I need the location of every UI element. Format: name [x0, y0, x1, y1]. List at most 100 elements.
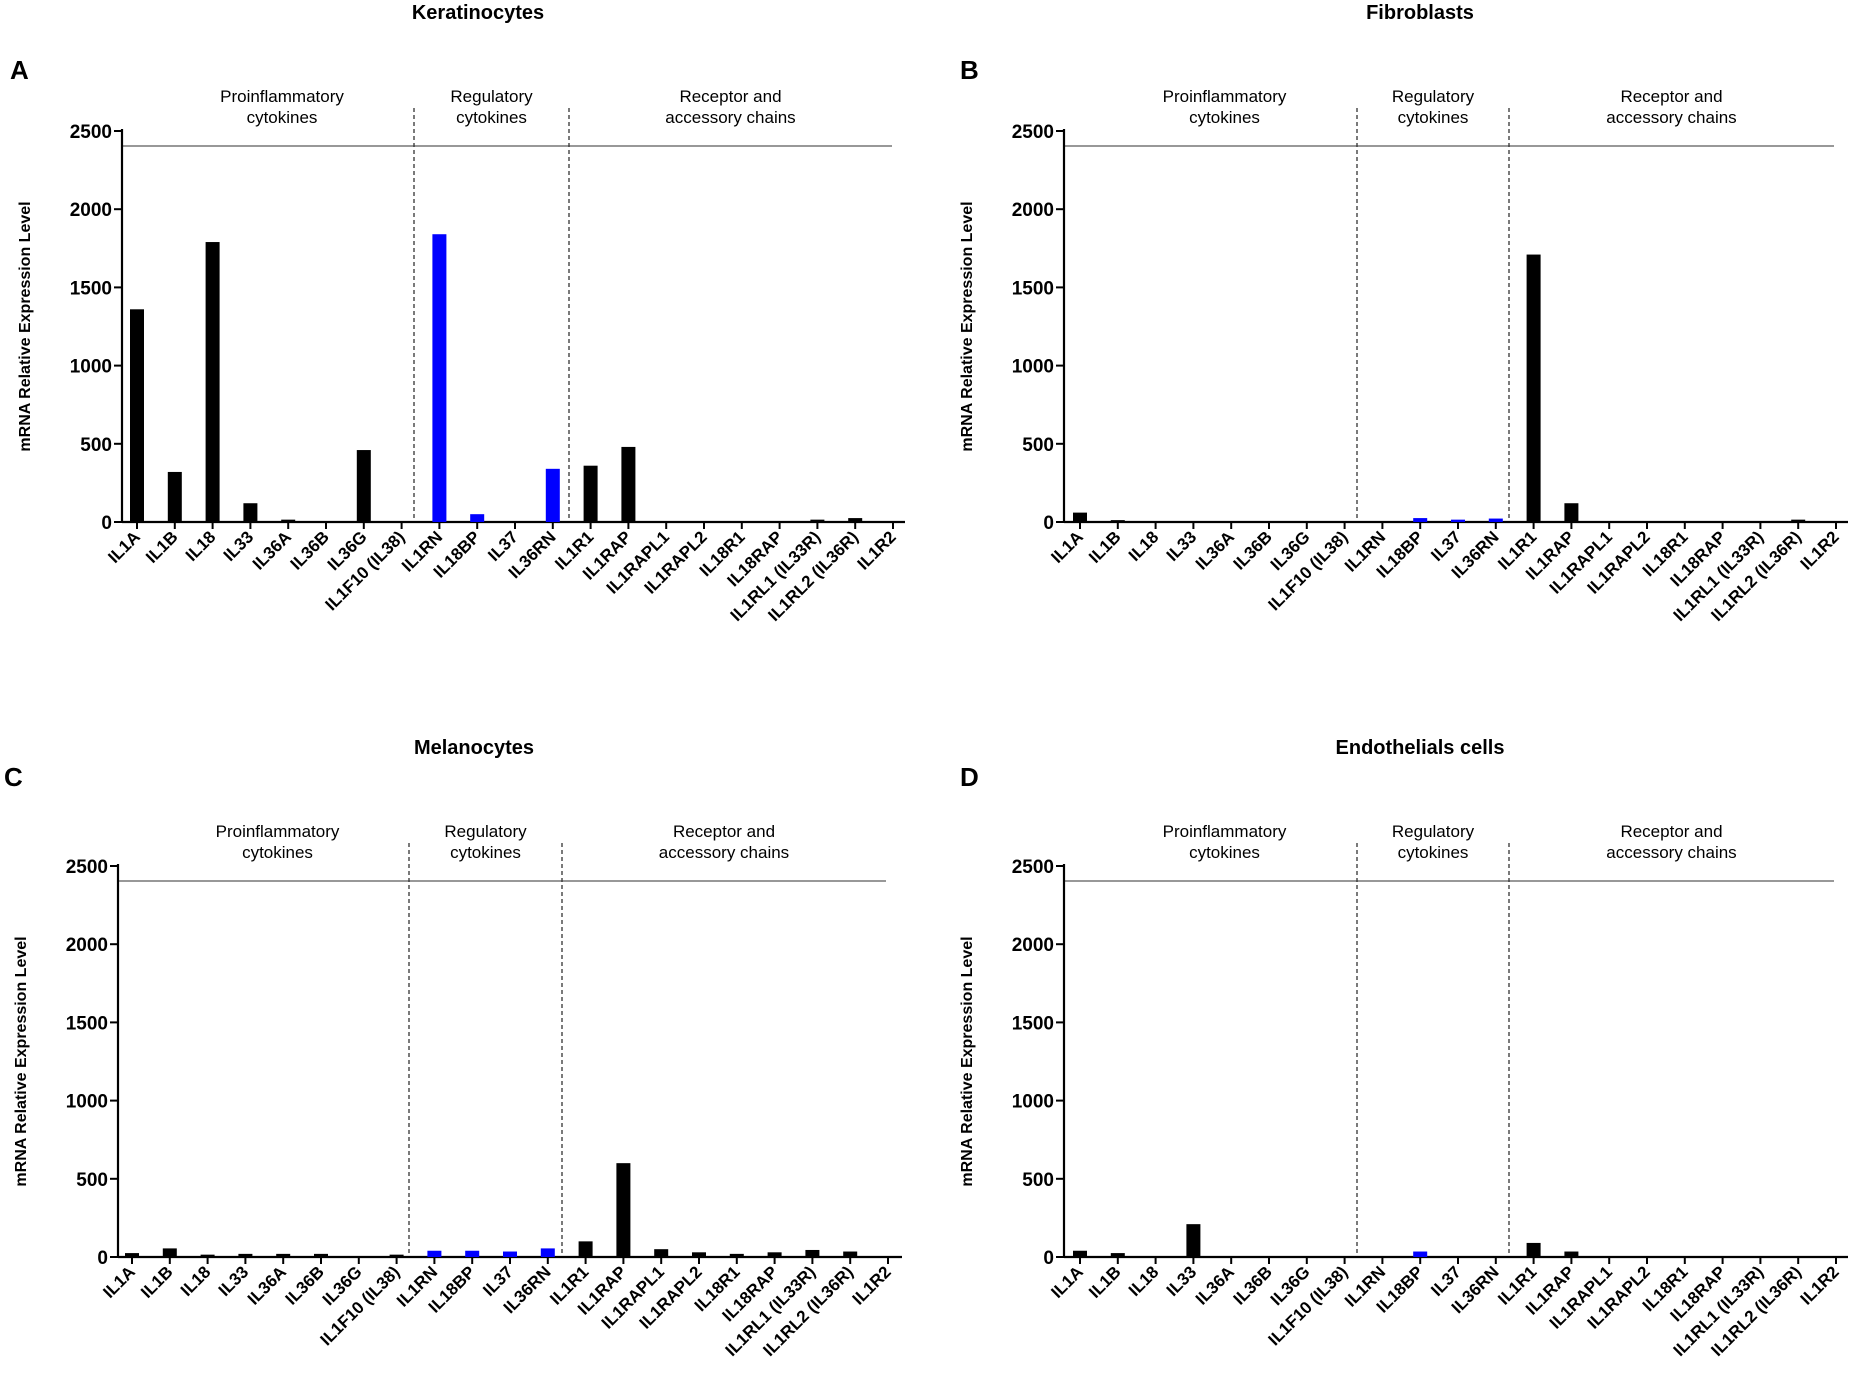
x-tick-label-il1r2: IL1R2: [849, 1262, 895, 1308]
x-tick-label-il18: IL18: [1125, 1262, 1162, 1299]
group-label-receptor: Receptor and: [673, 822, 775, 841]
bar-il1a: [1073, 512, 1087, 522]
bar-il37: [503, 1251, 517, 1257]
y-tick-label: 1000: [1012, 357, 1054, 378]
group-label-regulatory: Regulatory: [1392, 87, 1475, 106]
bar-il1rl2-il36r: [843, 1251, 858, 1257]
bar-il1rap: [1564, 503, 1579, 522]
y-axis-label: mRNA Relative Expression Level: [959, 936, 976, 1186]
y-axis-label: mRNA Relative Expression Level: [959, 201, 976, 451]
y-tick-label: 2500: [1012, 857, 1054, 878]
y-tick-label: 1500: [1012, 278, 1054, 299]
bar-il1f10-il38: [389, 1254, 404, 1257]
y-tick-label: 0: [97, 1248, 108, 1269]
y-tick-label: 1500: [66, 1013, 108, 1034]
y-tick-label: 0: [1043, 513, 1054, 534]
bar-il1rl1-il33r: [810, 519, 825, 522]
group-label-proinflammatory: Proinflammatory: [216, 822, 340, 841]
x-tick-label-il36b: IL36B: [1230, 527, 1276, 573]
group-label-receptor: accessory chains: [1606, 843, 1736, 862]
bar-il37: [1451, 519, 1465, 522]
y-tick-label: 2000: [1012, 935, 1054, 956]
x-tick-label-il1r2: IL1R2: [854, 527, 900, 573]
bar-il18bp: [1413, 1251, 1428, 1257]
y-tick-label: 1500: [70, 278, 112, 299]
bar-il36rn: [1488, 518, 1503, 522]
group-label-receptor: accessory chains: [659, 843, 789, 862]
x-tick-label-il36a: IL36A: [244, 1262, 290, 1308]
y-tick-label: 1000: [1012, 1092, 1054, 1113]
x-tick-label-il18: IL18: [177, 1262, 214, 1299]
x-tick-label-il36b: IL36B: [287, 527, 333, 573]
bar-il36a: [276, 1253, 291, 1257]
bar-il1rapl2: [692, 1252, 706, 1257]
x-tick-label-il36b: IL36B: [282, 1262, 328, 1308]
bar-il1b: [1110, 1253, 1125, 1257]
bar-il18r1: [729, 1253, 744, 1257]
bar-il33: [243, 503, 258, 522]
y-tick-label: 1500: [1012, 1013, 1054, 1034]
bar-il18bp: [1413, 518, 1428, 522]
x-tick-label-il1r2: IL1R2: [1797, 527, 1843, 573]
y-tick-label: 2000: [66, 935, 108, 956]
y-tick-label: 2000: [1012, 200, 1054, 221]
bar-il1a: [1073, 1250, 1087, 1257]
bar-il1rap: [1564, 1251, 1579, 1257]
bar-il1b: [1110, 520, 1125, 522]
x-tick-label-il1b: IL1B: [142, 527, 181, 566]
bar-il1rl2-il36r: [848, 518, 863, 522]
y-tick-label: 500: [76, 1170, 108, 1191]
y-tick-label: 500: [1022, 1170, 1054, 1191]
y-tick-label: 500: [1022, 435, 1054, 456]
bar-il1b: [167, 471, 182, 522]
bar-il1rl2-il36r: [1791, 519, 1806, 522]
group-label-proinflammatory: cytokines: [242, 843, 313, 862]
bar-il18: [200, 1254, 215, 1257]
bar-il1a: [125, 1253, 139, 1257]
bar-il18bp: [465, 1250, 480, 1257]
bar-il1rap: [616, 1163, 631, 1257]
y-tick-label: 500: [80, 435, 112, 456]
y-tick-label: 0: [1043, 1248, 1054, 1269]
group-label-regulatory: cytokines: [1398, 843, 1469, 862]
x-tick-label-il1b: IL1B: [1085, 527, 1124, 566]
bar-il1a: [130, 309, 144, 522]
x-tick-label-il36a: IL36A: [249, 527, 295, 573]
x-tick-label-il1r2: IL1R2: [1797, 1262, 1843, 1308]
bar-il1rapl1: [654, 1249, 669, 1257]
bar-il1b: [162, 1248, 177, 1257]
group-label-proinflammatory: Proinflammatory: [220, 87, 344, 106]
group-label-regulatory: Regulatory: [444, 822, 527, 841]
x-tick-label-il36a: IL36A: [1192, 1262, 1238, 1308]
group-label-proinflammatory: Proinflammatory: [1163, 822, 1287, 841]
group-label-receptor: accessory chains: [665, 108, 795, 127]
bar-il33: [238, 1253, 253, 1257]
bar-il36rn: [545, 468, 560, 522]
group-label-receptor: Receptor and: [1620, 87, 1722, 106]
group-label-regulatory: Regulatory: [1392, 822, 1475, 841]
group-label-receptor: accessory chains: [1606, 108, 1736, 127]
y-tick-label: 2500: [1012, 122, 1054, 143]
bar-il18rap: [767, 1252, 782, 1257]
chart-title: Fibroblasts: [1366, 2, 1474, 24]
bar-il1r1: [1526, 254, 1541, 522]
y-tick-label: 2000: [70, 200, 112, 221]
bar-il1r1: [583, 465, 598, 522]
bar-il1r1: [578, 1241, 593, 1257]
group-label-receptor: Receptor and: [1620, 822, 1722, 841]
bar-il1rl1-il33r: [805, 1249, 820, 1257]
y-tick-label: 0: [101, 513, 112, 534]
group-label-regulatory: cytokines: [1398, 108, 1469, 127]
bar-il1rn: [427, 1250, 442, 1257]
y-tick-label: 1000: [66, 1092, 108, 1113]
group-label-receptor: Receptor and: [679, 87, 781, 106]
bar-il33: [1186, 1224, 1201, 1257]
bar-il36g: [356, 450, 371, 522]
x-tick-label-il18: IL18: [182, 527, 219, 564]
bar-il36rn: [540, 1248, 555, 1257]
panel-letter: A: [10, 55, 29, 85]
x-tick-label-il1b: IL1B: [1085, 1262, 1124, 1301]
panel-a: Keratinocytes A Proinflammatory cytokines Re…: [10, 2, 905, 625]
bar-il36a: [281, 519, 296, 522]
